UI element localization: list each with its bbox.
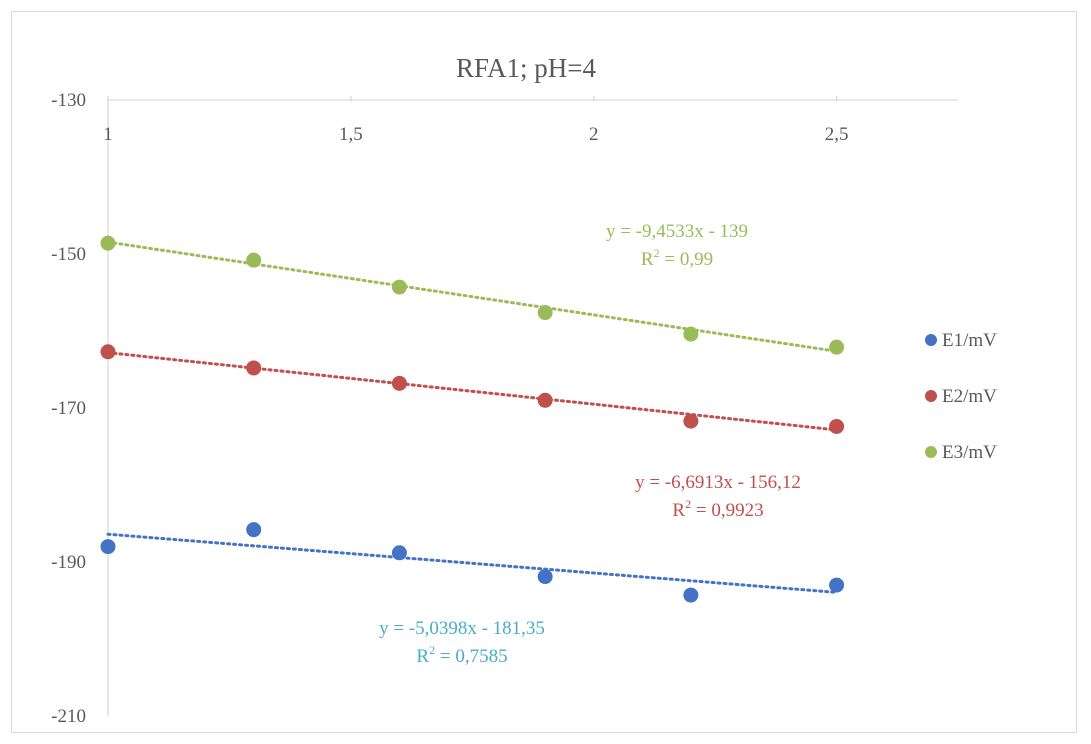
data-point-1 xyxy=(829,577,845,593)
x-tick-label: 2,5 xyxy=(825,124,849,145)
data-point-3 xyxy=(391,279,407,295)
trendline-r2: R2 = 0,9923 xyxy=(672,497,763,521)
trendline-r2: R2 = 0,99 xyxy=(641,246,713,270)
data-point-3 xyxy=(246,252,262,268)
trendline-r2: R2 = 0,7585 xyxy=(416,643,507,667)
legend-label-2: E2/mV xyxy=(942,386,997,407)
trendline-1 xyxy=(106,532,839,594)
legend-marker-1 xyxy=(925,334,937,346)
legend-marker-2 xyxy=(925,390,937,402)
data-point-3 xyxy=(829,339,845,355)
data-point-2 xyxy=(683,413,699,429)
r2-symbol: R xyxy=(641,249,654,270)
data-point-2 xyxy=(100,344,116,360)
r2-symbol: R xyxy=(416,646,429,667)
r2-superscript: 2 xyxy=(654,246,660,260)
data-point-1 xyxy=(246,522,262,538)
data-point-1 xyxy=(391,545,407,561)
x-tick-label: 1 xyxy=(103,124,113,145)
r2-value: = 0,7585 xyxy=(435,646,507,667)
x-tick-label: 2 xyxy=(589,124,599,145)
y-tick-label: -170 xyxy=(51,398,86,419)
data-point-3 xyxy=(537,305,553,321)
data-point-1 xyxy=(100,539,116,555)
x-tick-label: 1,5 xyxy=(339,124,363,145)
data-point-2 xyxy=(537,392,553,408)
trendline-equation: y = -5,0398x - 181,35 xyxy=(379,618,545,639)
y-tick-label: -130 xyxy=(51,90,86,111)
r2-superscript: 2 xyxy=(429,643,435,657)
trendline-2 xyxy=(106,351,839,432)
data-point-2 xyxy=(829,418,845,434)
trendline-3 xyxy=(106,240,839,353)
y-tick-label: -150 xyxy=(51,244,86,265)
trendline-equation: y = -9,4533x - 139 xyxy=(606,221,748,242)
legend-label-1: E1/mV xyxy=(942,330,997,351)
r2-superscript: 2 xyxy=(685,497,691,511)
legend-marker-3 xyxy=(925,446,937,458)
r2-value: = 0,99 xyxy=(660,249,713,270)
data-point-1 xyxy=(537,569,553,585)
data-point-3 xyxy=(683,326,699,342)
data-point-1 xyxy=(683,587,699,603)
r2-value: = 0,9923 xyxy=(691,500,763,521)
data-point-2 xyxy=(246,360,262,376)
trendline-equation: y = -6,6913x - 156,12 xyxy=(635,472,801,493)
legend-label-3: E3/mV xyxy=(942,442,997,463)
data-point-2 xyxy=(391,375,407,391)
data-point-3 xyxy=(100,235,116,251)
r2-symbol: R xyxy=(672,500,685,521)
y-tick-label: -190 xyxy=(51,552,86,573)
chart-title: RFA1; pH=4 xyxy=(456,53,596,83)
chart-area xyxy=(11,11,1077,733)
y-tick-label: -210 xyxy=(51,706,86,727)
